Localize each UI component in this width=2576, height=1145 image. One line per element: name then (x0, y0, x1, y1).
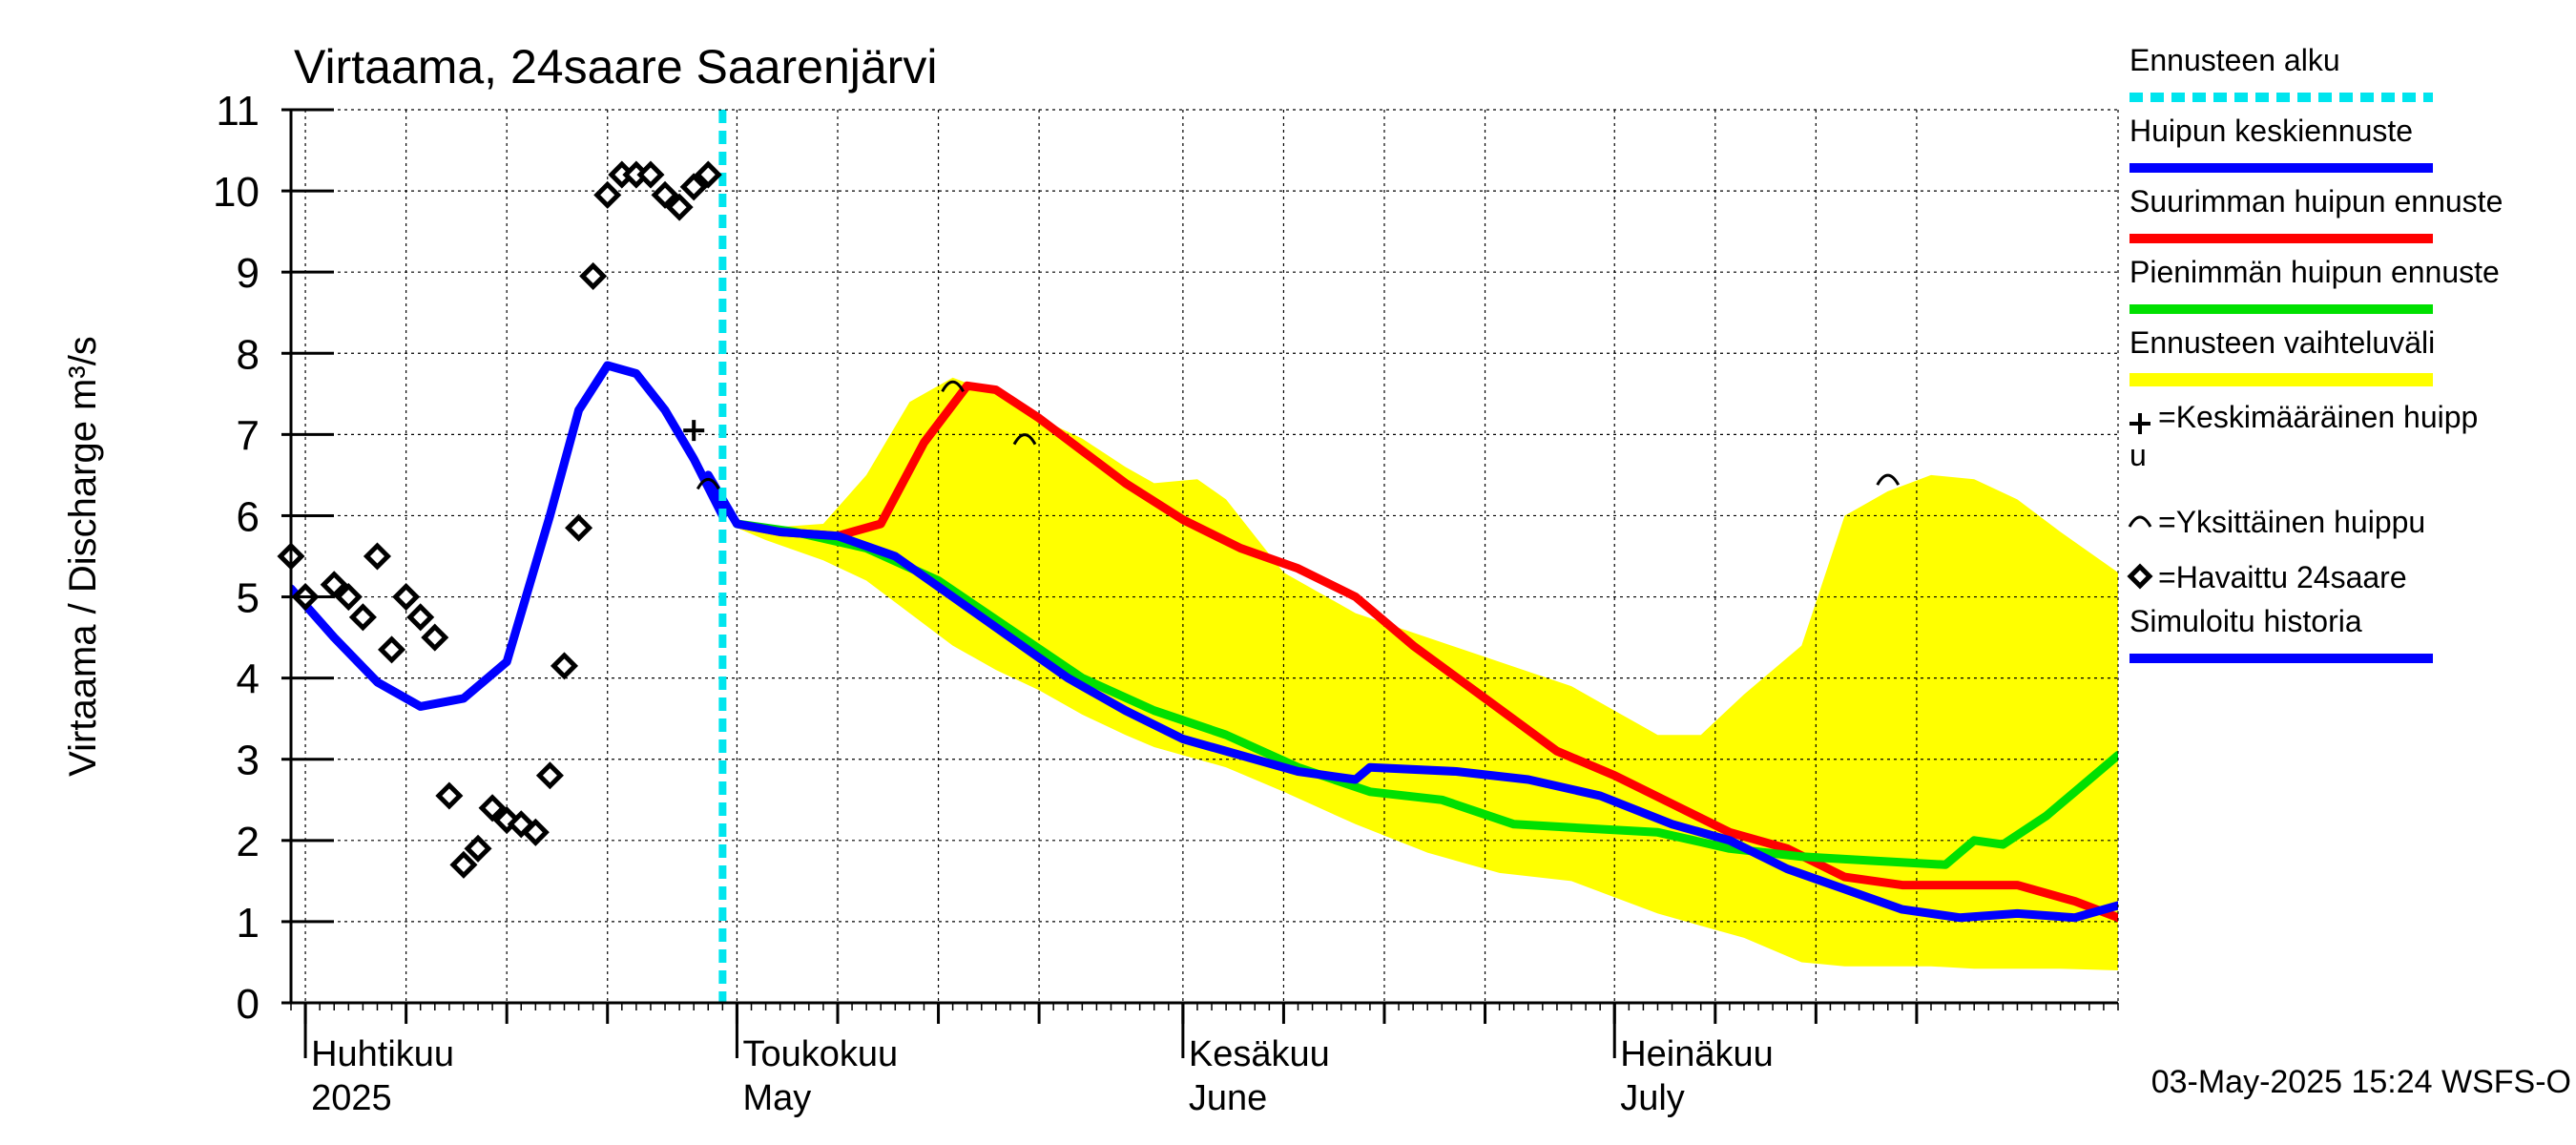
x-month-label: Heinäkuu (1620, 1034, 1774, 1074)
y-tick-label: 0 (237, 981, 260, 1028)
observed-point (363, 542, 392, 571)
y-tick-label: 9 (237, 250, 260, 297)
single-peak-marker (1876, 473, 1901, 486)
y-tick-label: 10 (213, 169, 260, 216)
y-tick-label: 4 (237, 656, 260, 703)
y-tick-label: 7 (237, 412, 260, 459)
legend-diamond-icon (2127, 563, 2153, 590)
observed-point (320, 571, 348, 599)
series-line-suurimman-huipun-ennuste (732, 381, 2118, 923)
observed-point (421, 623, 449, 652)
observed-point (636, 160, 665, 189)
single-peak-marker (941, 380, 965, 393)
legend-label: Huipun keskiennuste (2129, 114, 2413, 148)
legend-plus-icon (2129, 413, 2150, 434)
x-month-sublabel: June (1189, 1078, 1267, 1118)
footer-timestamp: 03-May-2025 15:24 WSFS-O (2151, 1064, 2571, 1100)
observed-point (464, 834, 492, 863)
marker-layer (277, 110, 1901, 1003)
series-line-layer (291, 361, 2118, 923)
mean-peak-marker (683, 420, 705, 442)
y-axis-label: Virtaama / Discharge m³/s (62, 336, 104, 777)
legend: Ennusteen alku Huipun keskiennuste Suurimm… (2127, 43, 2503, 663)
series-line-huipun-keskiennuste (703, 470, 2118, 923)
observed-point (550, 652, 579, 680)
legend-label: =Havaittu 24saare (2158, 560, 2407, 594)
y-tick-label: 6 (237, 493, 260, 540)
observed-point (579, 261, 608, 290)
series-line-simuloitu-historia (291, 361, 727, 711)
x-month-sublabel: July (1620, 1078, 1685, 1118)
observed-point (378, 635, 406, 664)
observed-point (651, 180, 679, 209)
observed-point (535, 761, 564, 790)
legend-label: =Keskimääräinen huipp (2158, 400, 2478, 434)
x-month-label: Huhtikuu (311, 1034, 454, 1074)
chart-title: Virtaama, 24saare Saarenjärvi (294, 40, 937, 94)
legend-label: Ennusteen alku (2129, 43, 2340, 77)
observed-point (435, 781, 464, 810)
x-month-label: Kesäkuu (1189, 1034, 1330, 1074)
y-tick-label: 8 (237, 331, 260, 378)
legend-label: Pienimmän huipun ennuste (2129, 255, 2500, 289)
observed-point (565, 513, 593, 542)
observed-point (478, 794, 507, 822)
y-tick-label: 5 (237, 575, 260, 622)
legend-label: Simuloitu historia (2129, 604, 2362, 638)
forecast-range-band-layer (737, 377, 2118, 970)
legend-label: Ennusteen vaihteluväli (2129, 325, 2435, 360)
x-month-label: Toukokuu (742, 1034, 898, 1074)
observed-point (348, 603, 377, 632)
observed-point (392, 583, 421, 612)
observed-point (449, 850, 478, 879)
legend-label: Suurimman huipun ennuste (2129, 184, 2503, 219)
observed-point (694, 160, 722, 189)
y-tick-label: 3 (237, 738, 260, 784)
series-line-pienimm-n-huipun-ennuste (732, 519, 2118, 869)
observed-point (593, 180, 622, 209)
single-peak-marker (696, 477, 720, 490)
legend-swatch-band (2129, 373, 2433, 386)
observed-point (406, 603, 435, 632)
legend-label: =Yksittäinen huippu (2158, 505, 2425, 539)
single-peak-marker (1012, 433, 1037, 446)
observed-point (521, 818, 550, 846)
observed-point (665, 193, 694, 221)
x-month-sublabel: 2025 (311, 1078, 392, 1118)
legend-label: u (2129, 438, 2147, 472)
observed-point (334, 583, 363, 612)
y-tick-label: 11 (216, 88, 260, 135)
y-tick-label: 1 (237, 900, 260, 947)
forecast-range-band (737, 377, 2118, 970)
legend-arc-icon (2128, 515, 2152, 528)
x-month-sublabel: May (742, 1078, 811, 1118)
observed-point (679, 173, 708, 201)
y-tick-label: 2 (237, 819, 260, 865)
